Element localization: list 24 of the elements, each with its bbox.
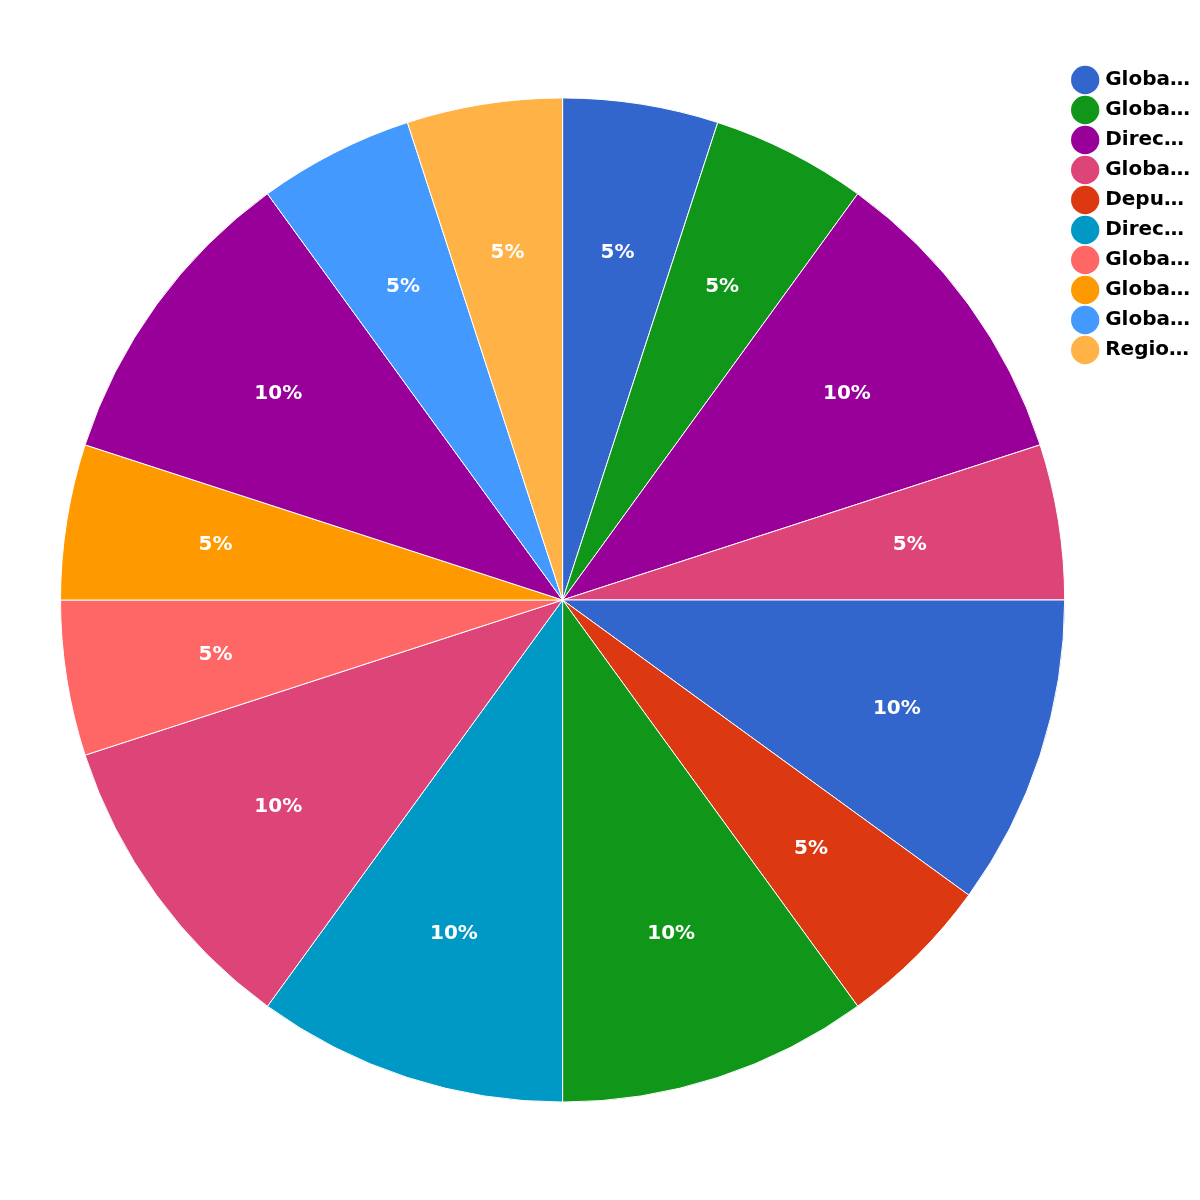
legend-label: Direc…	[1105, 216, 1184, 241]
data-label: 5%	[892, 531, 927, 556]
data-label: 5%	[794, 834, 829, 859]
data-label: 5%	[386, 273, 421, 298]
legend-label: Direc…	[1105, 126, 1184, 151]
data-label: 5%	[600, 239, 635, 264]
data-label: 10%	[254, 379, 303, 404]
legend-label: Globa…	[1105, 306, 1190, 331]
legend-label: Globa…	[1105, 66, 1190, 91]
data-label: 10%	[872, 694, 921, 719]
legend-label: Depu…	[1105, 186, 1184, 211]
data-label: 10%	[254, 792, 303, 817]
legend-label: Globa…	[1105, 96, 1190, 121]
legend-label: Globa…	[1105, 276, 1190, 301]
legend-label: Regio…	[1105, 336, 1190, 361]
data-label: 5%	[490, 239, 525, 264]
data-label: 5%	[198, 531, 233, 556]
data-label: 10%	[822, 379, 871, 404]
data-label: 5%	[198, 641, 233, 666]
legend-label: Globa…	[1105, 246, 1190, 271]
data-label: 10%	[647, 920, 696, 945]
legend-label: Globa…	[1105, 156, 1190, 181]
data-label: 10%	[430, 920, 478, 945]
data-label: 5%	[705, 273, 740, 298]
